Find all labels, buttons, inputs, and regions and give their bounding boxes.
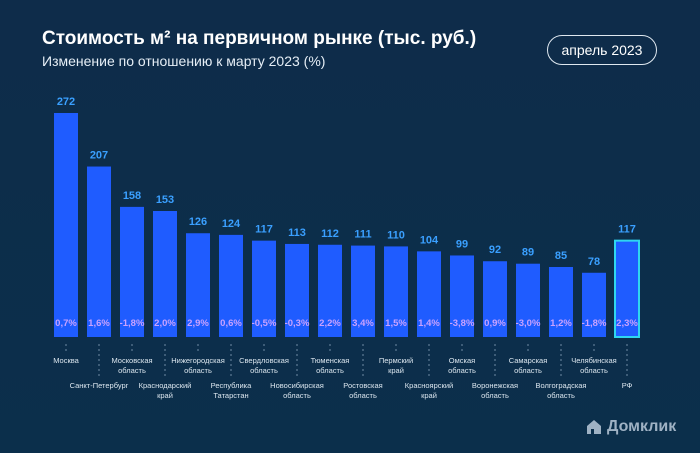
house-icon [587,420,601,434]
value-label: 92 [489,244,501,256]
brand-name: Домклик [607,418,677,435]
category-label: Ростовская область [343,381,382,400]
category-label: Самарская область [509,356,548,375]
bar [153,211,177,337]
bar [417,251,441,337]
change-label: -3,0% [516,318,541,329]
change-label: 1,6% [88,318,110,329]
bar [351,245,375,337]
value-label: 89 [522,247,534,259]
change-label: 2,2% [319,318,341,329]
value-label: 117 [255,224,273,236]
category-label: Тюменская область [311,356,350,375]
value-label: 158 [123,190,141,202]
category-label: Волгоградская область [535,381,586,400]
value-label: 111 [354,229,371,241]
value-label: 104 [420,234,439,246]
value-label: 112 [321,228,339,240]
bar [252,240,276,337]
category-label: Республика Татарстан [211,381,252,400]
change-label: 2,3% [616,318,638,329]
bar [285,243,309,337]
bar [549,267,573,337]
change-label: -0,3% [285,318,310,329]
chart-subtitle: Изменение по отношению к марту 2023 (%) [42,53,326,69]
bar [582,272,606,337]
value-label: 124 [222,218,241,230]
value-label: 153 [156,194,174,206]
change-label: 3,4% [352,318,374,329]
bar [186,233,210,337]
bar [87,166,111,337]
change-label: 2,9% [187,318,209,329]
bar [614,239,640,339]
value-label: 99 [456,238,468,250]
category-label: Омская область [448,356,476,375]
category-label: РФ [622,381,633,390]
value-label: 126 [189,216,207,228]
value-label: 117 [618,224,636,236]
category-label: Воронежская область [472,381,518,400]
change-label: -0,5% [252,318,277,329]
bar [450,255,474,337]
category-label: Челябинская область [571,356,616,375]
bar [318,244,342,337]
period-badge: апрель 2023 [547,35,657,65]
category-label: Санкт-Петербург [70,381,129,390]
bar [516,263,540,337]
brand-logo: Домклик [585,418,676,436]
value-label: 78 [588,256,600,268]
change-label: 1,5% [385,318,407,329]
category-label: Нижегородская область [171,356,225,375]
bar [483,261,507,337]
change-label: 1,2% [550,318,572,329]
value-label: 85 [555,250,567,262]
change-label: 0,9% [484,318,506,329]
value-label: 110 [387,229,405,241]
change-label: 2,0% [154,318,176,329]
value-label: 207 [90,150,108,162]
change-label: 1,4% [418,318,440,329]
category-label: Краснодарский край [139,381,192,400]
category-label: Свердловская область [239,356,289,375]
change-label: -1,8% [582,318,607,329]
value-label: 113 [288,227,306,239]
change-label: 0,6% [220,318,242,329]
chart-title: Стоимость м² на первичном рынке (тыс. ру… [42,28,477,49]
bar [120,206,144,337]
change-label: -1,8% [120,318,145,329]
change-label: 0,7% [55,318,77,329]
change-label: -3,8% [450,318,475,329]
value-label: 272 [57,96,75,108]
category-label: Красноярский край [405,381,453,400]
bar [384,246,408,337]
category-label: Новосибирская область [270,381,324,400]
bar [219,234,243,337]
category-label: Московская область [111,356,152,375]
category-label: Пермский край [379,356,413,375]
bar [54,113,78,337]
category-label: Москва [53,356,79,365]
